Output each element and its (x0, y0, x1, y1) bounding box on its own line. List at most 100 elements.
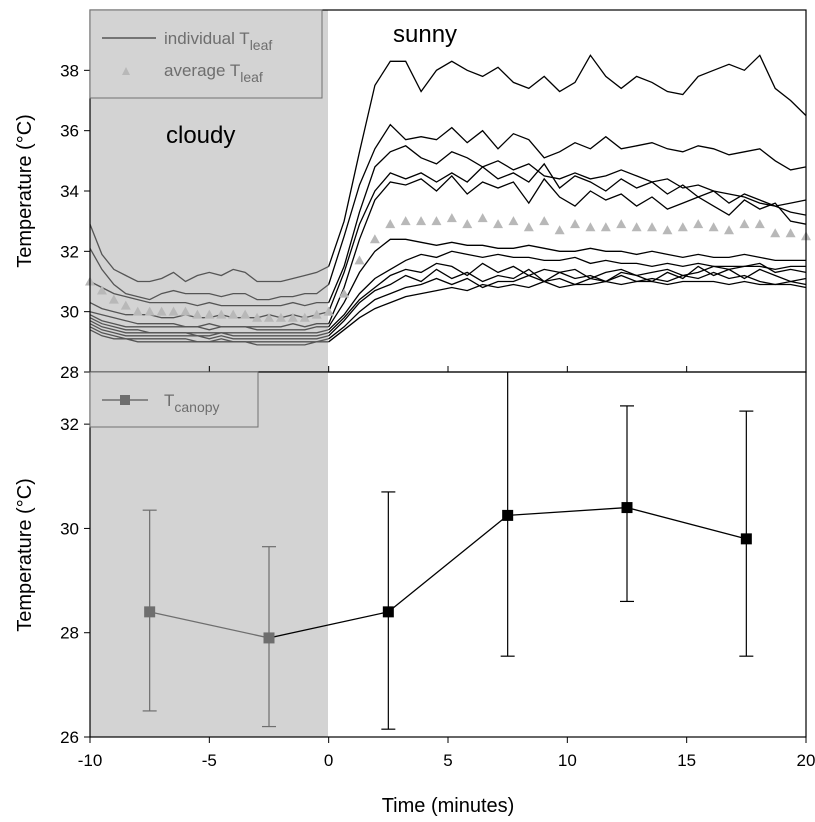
average-marker-32 (493, 219, 504, 229)
average-marker-29 (446, 213, 457, 223)
leaf-line-sunny-2 (328, 145, 807, 303)
average-marker-13 (240, 309, 251, 319)
average-marker-27 (416, 216, 427, 226)
leaf-line-sunny-0 (328, 54, 807, 267)
canopy-marker-2 (382, 606, 394, 618)
canopy-marker-5 (740, 533, 752, 545)
top-legend-box (89, 9, 323, 99)
x-tick-label-1: -5 (202, 751, 217, 770)
average-marker-7 (168, 306, 179, 316)
top-legend-entry-2: average Tleaf (164, 61, 263, 85)
canopy-segment-4 (626, 506, 747, 540)
average-marker-21 (323, 306, 334, 316)
leaf-line-cloudy-4 (89, 311, 329, 328)
canopy-segment-2 (387, 514, 509, 613)
top-legend-entry-2-sub: leaf (240, 69, 263, 85)
top-legend-entry-1: individual Tleaf (164, 29, 272, 53)
bottom-y-tick-label-1: 28 (60, 624, 79, 643)
x-tick-label-2: 0 (324, 751, 333, 770)
leaf-line-sunny-1 (328, 123, 807, 285)
average-marker-28 (431, 216, 442, 226)
top-legend: individual Tleaf average Tleaf (89, 9, 323, 99)
leaf-line-cloudy-5 (89, 314, 329, 331)
top-y-ticks: 28 30 32 34 36 38 (60, 61, 807, 382)
canopy-segment-3 (507, 506, 628, 517)
average-marker-39 (600, 222, 611, 232)
average-marker-22 (339, 288, 350, 298)
average-marker-19 (311, 309, 322, 319)
average-marker-47 (724, 225, 735, 235)
leaf-line-sunny-3 (328, 162, 807, 312)
top-legend-entry-1-sub: leaf (250, 37, 273, 53)
top-legend-entry-2-main: average T (164, 61, 240, 80)
average-marker-48 (739, 219, 750, 229)
average-marker-10 (204, 309, 215, 319)
bottom-legend-entry-1-sub: canopy (174, 399, 219, 415)
average-marker-43 (662, 225, 673, 235)
average-marker-11 (216, 309, 227, 319)
average-marker-8 (180, 306, 191, 316)
top-y-tick-label-2: 32 (60, 242, 79, 261)
top-legend-triangle-swatch (122, 67, 130, 75)
bottom-cloudy-shading (90, 372, 328, 737)
average-marker-6 (156, 306, 167, 316)
average-marker-44 (677, 222, 688, 232)
average-marker-5 (144, 306, 155, 316)
average-marker-45 (693, 219, 704, 229)
average-marker-34 (523, 222, 534, 232)
leaf-line-cloudy-7 (89, 320, 329, 337)
average-marker-49 (754, 219, 765, 229)
leaf-line-cloudy-10 (89, 329, 329, 346)
average-marker-51 (785, 228, 796, 238)
average-marker-46 (708, 222, 719, 232)
average-marker-18 (299, 312, 310, 322)
x-tick-label-4: 10 (558, 751, 577, 770)
average-marker-26 (400, 216, 411, 226)
average-marker-35 (539, 216, 550, 226)
top-y-tick-label-3: 34 (60, 182, 79, 201)
leaf-line-cloudy-0 (89, 223, 329, 283)
leaf-line-sunny-5 (328, 238, 806, 328)
average-marker-24 (369, 234, 380, 244)
x-tick-label-3: 5 (443, 751, 452, 770)
leaf-line-sunny-9 (328, 271, 807, 340)
bottom-canopy-series (142, 372, 754, 730)
average-marker-3 (120, 300, 131, 310)
top-average-markers (85, 213, 811, 322)
leaf-line-cloudy-8 (89, 323, 329, 340)
top-y-tick-label-0: 28 (60, 363, 79, 382)
average-marker-25 (385, 219, 396, 229)
x-tick-label-5: 15 (677, 751, 696, 770)
average-marker-9 (192, 309, 203, 319)
average-marker-37 (570, 219, 581, 229)
canopy-segment-1 (268, 611, 389, 639)
average-marker-14 (252, 312, 263, 322)
top-legend-entry-1-main: individual T (164, 29, 250, 48)
leaf-line-sunny-10 (328, 280, 807, 343)
bottom-legend: Tcanopy (89, 371, 259, 428)
leaf-line-sunny-8 (328, 265, 807, 337)
bottom-y-axis-title: Temperature (°C) (14, 478, 36, 632)
bottom-y-tick-label-0: 26 (60, 728, 79, 747)
x-axis: -10 -5 0 5 10 15 20 (78, 737, 815, 770)
bottom-y-tick-label-3: 32 (60, 415, 79, 434)
average-marker-41 (631, 222, 642, 232)
average-marker-2 (108, 294, 119, 304)
average-marker-36 (554, 225, 565, 235)
average-marker-31 (477, 213, 488, 223)
average-marker-16 (275, 312, 286, 322)
bottom-y-tick-label-2: 30 (60, 519, 79, 538)
canopy-marker-1 (263, 632, 275, 644)
canopy-segment-0 (149, 611, 270, 639)
top-y-tick-label-5: 38 (60, 61, 79, 80)
leaf-line-cloudy-1 (89, 247, 330, 301)
leaf-line-sunny-4 (328, 174, 807, 324)
bottom-legend-entry-1: Tcanopy (164, 391, 220, 415)
x-tick-label-0: -10 (78, 751, 103, 770)
leaf-line-sunny-7 (328, 262, 807, 334)
x-tick-label-6: 20 (797, 751, 815, 770)
top-y-tick-label-1: 30 (60, 303, 79, 322)
cloudy-annotation: cloudy (166, 122, 235, 149)
top-y-axis-title: Temperature (°C) (14, 114, 36, 268)
